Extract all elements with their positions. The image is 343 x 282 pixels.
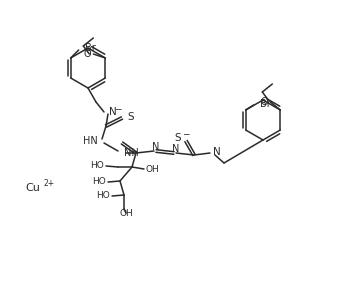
Text: HN: HN: [83, 136, 98, 146]
Text: Cu: Cu: [26, 183, 40, 193]
Text: N: N: [109, 107, 117, 117]
Text: HO: HO: [96, 191, 110, 201]
Text: 2+: 2+: [43, 180, 54, 188]
Text: HO: HO: [90, 162, 104, 171]
Text: Br: Br: [260, 99, 270, 109]
Text: N: N: [152, 142, 160, 152]
Text: S: S: [174, 133, 181, 143]
Text: O: O: [84, 49, 91, 59]
Text: N: N: [172, 144, 180, 154]
Text: −: −: [182, 129, 190, 138]
Text: N: N: [213, 147, 221, 157]
Text: OH: OH: [146, 164, 160, 173]
Text: HO: HO: [92, 177, 106, 186]
Text: O: O: [261, 97, 268, 107]
Text: −: −: [114, 105, 121, 113]
Text: Br: Br: [85, 43, 95, 53]
Text: S: S: [127, 112, 134, 122]
Text: OH: OH: [119, 210, 133, 219]
Text: NH: NH: [124, 148, 139, 158]
